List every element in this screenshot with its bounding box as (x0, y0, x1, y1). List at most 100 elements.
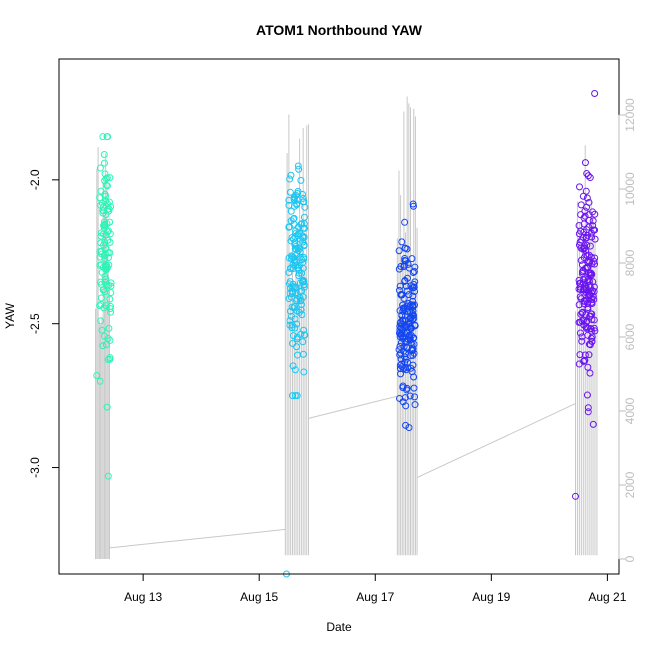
data-point (589, 420, 597, 428)
data-point (581, 159, 589, 167)
data-point (590, 283, 598, 291)
data-point (575, 276, 583, 284)
data-point (96, 164, 104, 172)
data-point (106, 302, 114, 310)
x-axis: Aug 13 Aug 15 Aug 17 Aug 19 Aug 21 (124, 574, 627, 604)
x-tick-label: Aug 17 (356, 590, 394, 604)
data-point (406, 303, 414, 311)
data-point (579, 308, 587, 316)
data-point (408, 255, 416, 263)
data-point (292, 283, 300, 291)
data-point (291, 392, 299, 400)
data-point (107, 203, 115, 211)
data-point (409, 361, 417, 369)
data-point (588, 299, 596, 307)
data-point (106, 305, 114, 313)
data-point (98, 199, 106, 207)
data-point (576, 329, 584, 337)
data-point (289, 215, 297, 223)
y2-tick-label: 0 (623, 555, 637, 562)
data-point (402, 366, 410, 374)
data-point (589, 222, 597, 230)
data-point (590, 324, 598, 332)
data-point (410, 268, 418, 276)
data-point (587, 325, 595, 333)
data-point (587, 334, 595, 342)
data-point (579, 233, 587, 241)
data-point (293, 320, 301, 328)
data-point (584, 304, 592, 312)
data-point (577, 256, 585, 264)
data-point (410, 384, 418, 392)
data-point (292, 191, 300, 199)
data-point (102, 211, 110, 219)
data-point (106, 174, 114, 182)
data-point (99, 133, 107, 141)
data-point (300, 253, 308, 261)
data-point (575, 285, 583, 293)
data-point (289, 362, 297, 370)
data-point (300, 326, 308, 334)
data-point (575, 222, 583, 230)
data-point (93, 371, 101, 379)
data-point (101, 170, 109, 178)
plot-frame (58, 58, 620, 575)
y-axis-right: 0 2000 4000 6000 8000 10000 12000 (618, 98, 637, 562)
data-point (296, 245, 304, 253)
data-point (396, 282, 404, 290)
data-point (102, 244, 110, 252)
data-point (590, 295, 598, 303)
data-point (402, 421, 410, 429)
data-point (293, 201, 301, 209)
data-point (586, 174, 594, 182)
data-point (401, 312, 409, 320)
data-point (297, 220, 305, 228)
y-tick-label: -2.5 (28, 313, 42, 334)
data-point (584, 324, 592, 332)
data-point (97, 300, 105, 308)
data-point (578, 337, 586, 345)
data-point (285, 295, 293, 303)
data-point (407, 352, 415, 360)
data-point (582, 187, 590, 195)
data-point (576, 238, 584, 246)
x-tick-label: Aug 13 (124, 590, 162, 604)
data-point (103, 264, 111, 272)
data-point (106, 249, 114, 257)
data-point (288, 324, 296, 332)
data-point (583, 263, 591, 271)
data-point (409, 301, 417, 309)
data-point (580, 228, 588, 236)
data-point (403, 329, 411, 337)
data-point (300, 368, 308, 376)
data-point (294, 230, 302, 238)
data-point (401, 218, 409, 226)
data-point (397, 324, 405, 332)
data-point (294, 189, 302, 197)
data-point (576, 351, 584, 359)
data-point (301, 331, 309, 339)
data-point (576, 293, 584, 301)
data-point (289, 392, 297, 400)
data-point (403, 384, 411, 392)
data-point (588, 270, 596, 278)
data-point (285, 268, 293, 276)
x-tick-label: Aug 21 (588, 590, 626, 604)
data-point (588, 233, 596, 241)
data-point (298, 311, 306, 319)
background-connector (308, 395, 398, 419)
data-point (590, 257, 598, 265)
data-point (399, 398, 407, 406)
data-point (411, 287, 419, 295)
data-point (398, 238, 406, 246)
data-point (107, 282, 115, 290)
data-point (586, 291, 594, 299)
data-point (106, 238, 114, 246)
data-point (299, 198, 307, 206)
data-point (290, 304, 298, 312)
data-point (583, 317, 591, 325)
data-point (103, 133, 111, 141)
data-point (405, 424, 413, 432)
data-point (590, 226, 598, 234)
